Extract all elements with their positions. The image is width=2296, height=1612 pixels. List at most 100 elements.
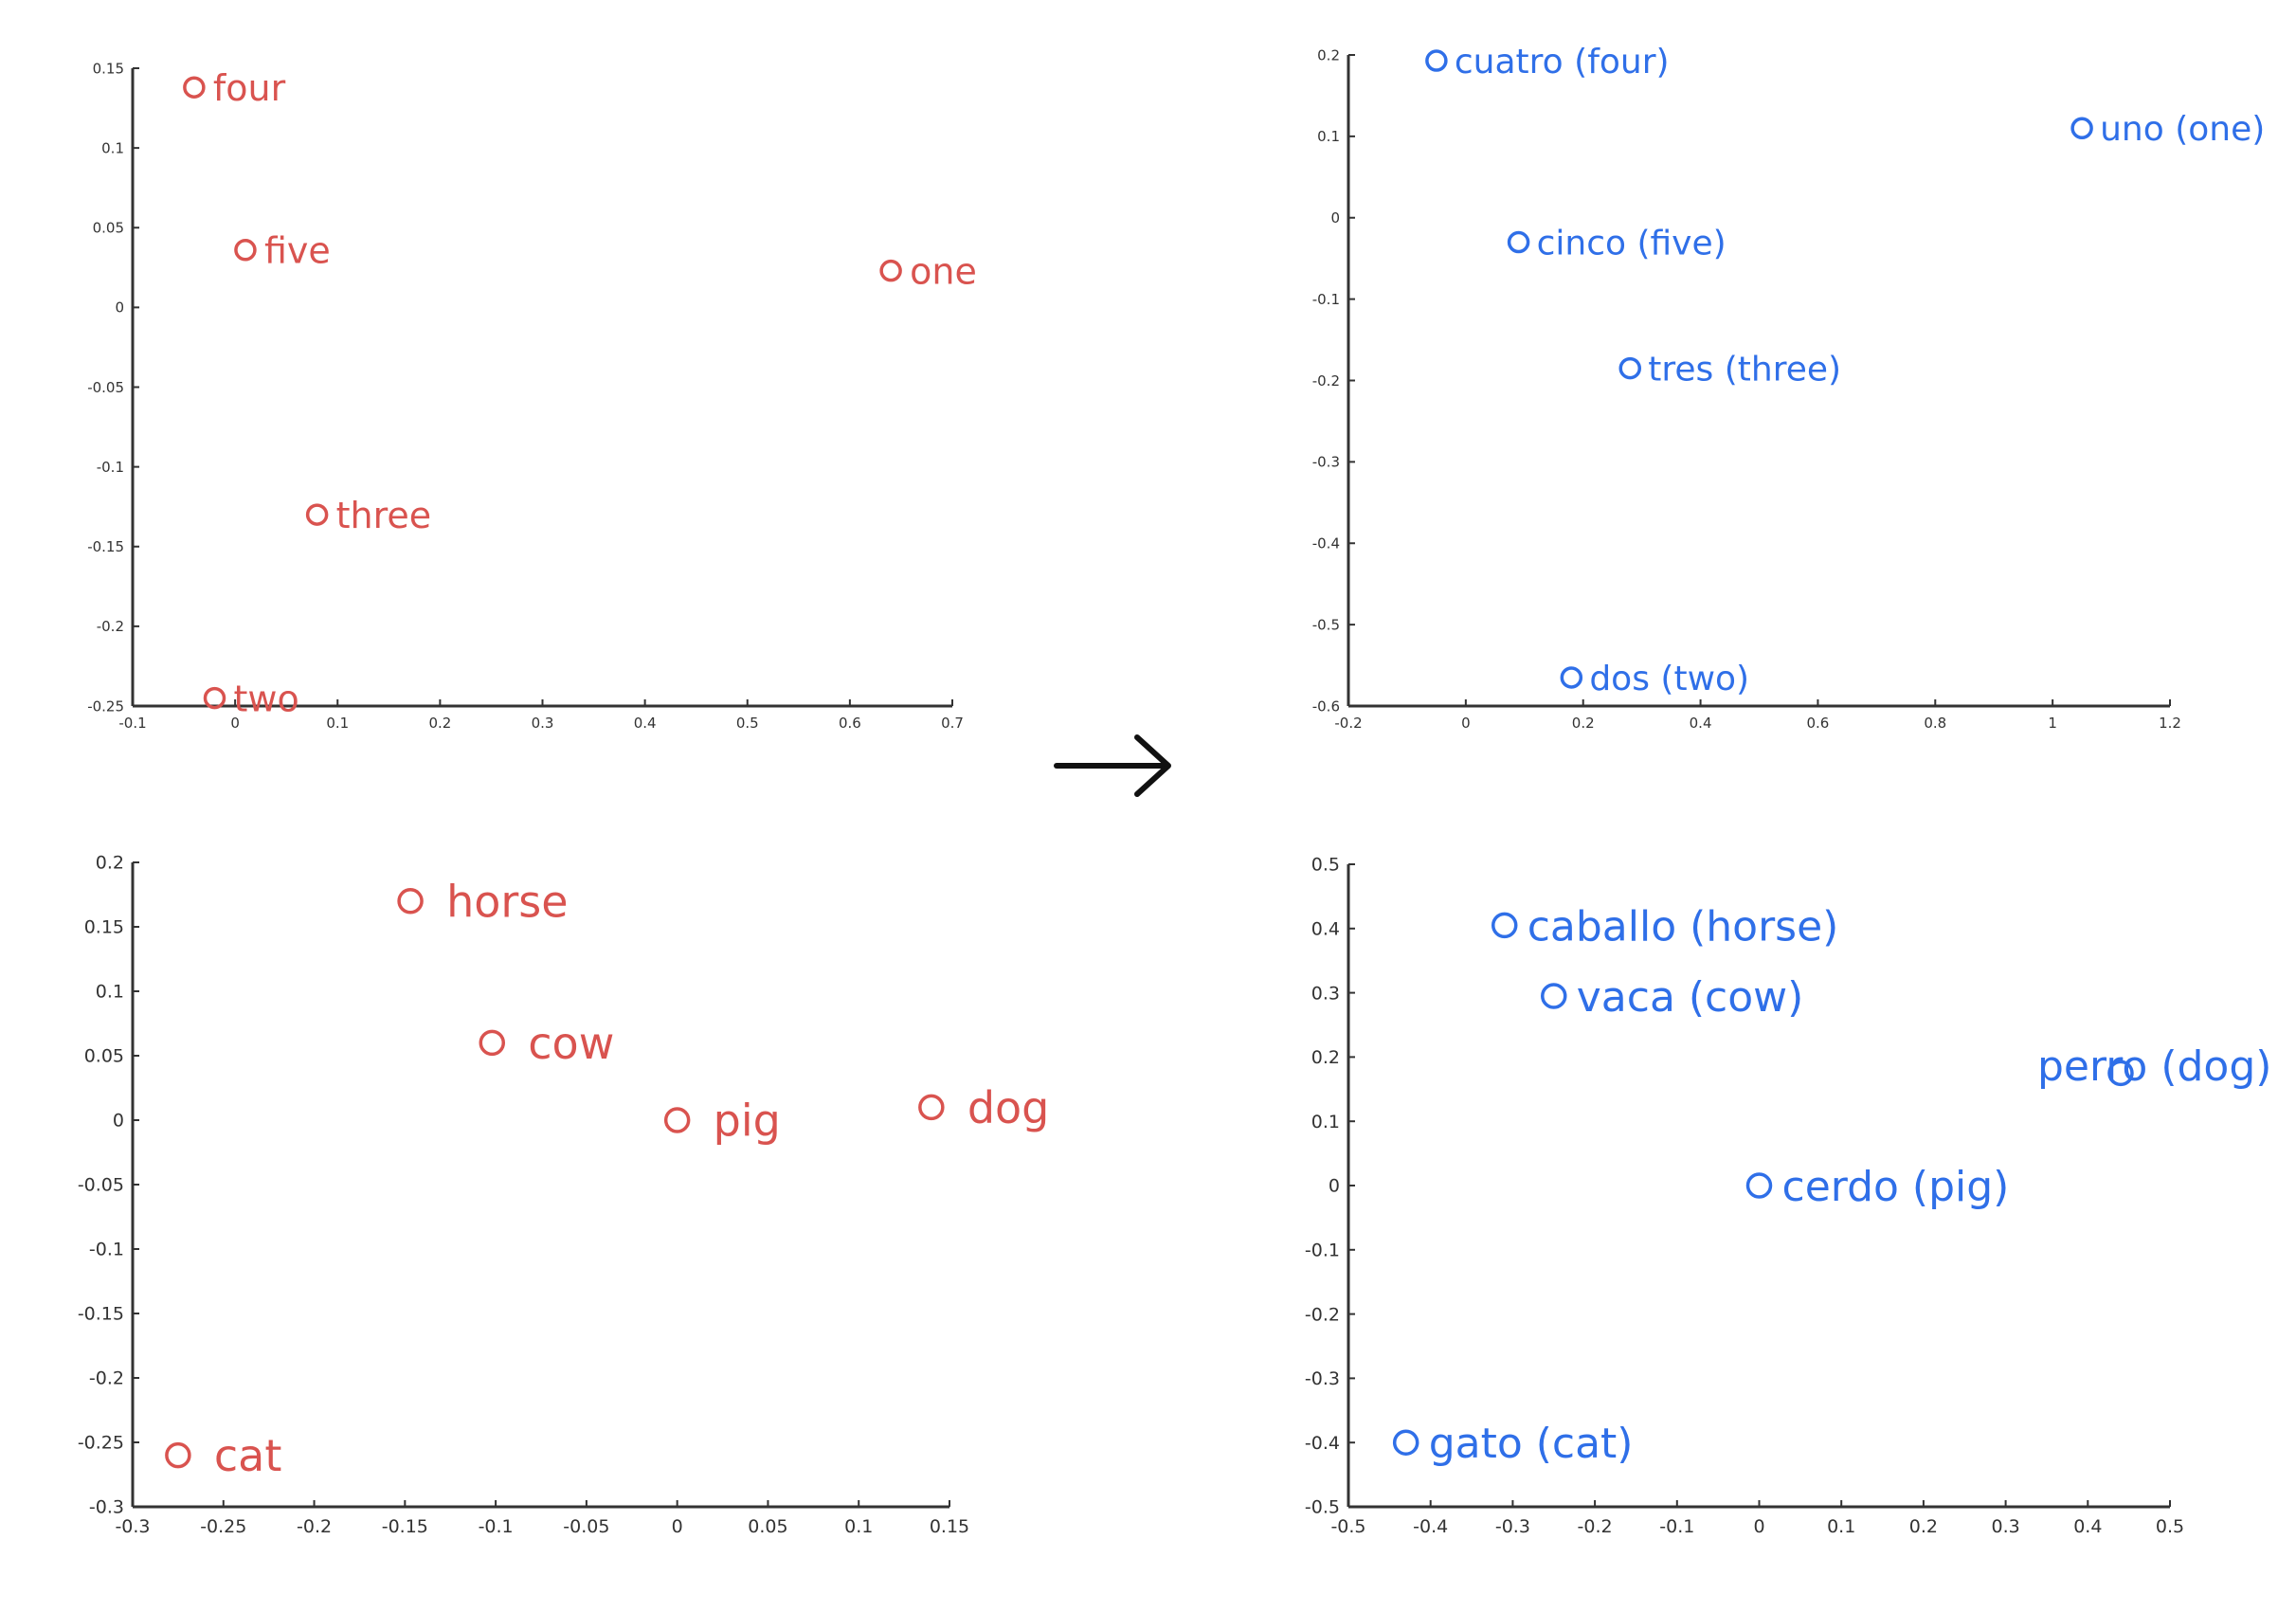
point-five bbox=[234, 239, 257, 262]
y-tick-label: 0.1 bbox=[1317, 128, 1340, 145]
point-uno-one bbox=[2070, 117, 2093, 140]
x-tick-label: 0.1 bbox=[326, 715, 349, 732]
x-tick-label: 0.7 bbox=[941, 715, 964, 732]
y-tick-label: -0.15 bbox=[78, 1304, 124, 1325]
y-tick-label: 0 bbox=[115, 299, 124, 317]
y-tick-label: 0.1 bbox=[96, 982, 124, 1003]
y-tick-label: 0 bbox=[1329, 1176, 1340, 1197]
point-label-cuatro-four: cuatro (four) bbox=[1455, 43, 1670, 82]
point-four bbox=[183, 76, 206, 99]
point-dog bbox=[918, 1094, 945, 1121]
point-tres-three bbox=[1618, 356, 1642, 380]
point-vaca-cow bbox=[1541, 983, 1567, 1009]
point-dos-two bbox=[1560, 666, 1583, 689]
y-tick-label: 0.4 bbox=[1311, 918, 1340, 939]
point-label-cow: cow bbox=[528, 1018, 614, 1069]
x-tick-label: 0.2 bbox=[1572, 715, 1595, 732]
x-tick-label: 0.1 bbox=[1827, 1516, 1855, 1537]
x-tick-label: -0.2 bbox=[1334, 715, 1362, 732]
x-tick-label: -0.25 bbox=[200, 1516, 246, 1537]
english-animals-chart: -0.3 -0.25 -0.2 -0.15 -0.1 -0.05 0 0.05 0.1 0.15 -… bbox=[78, 853, 1050, 1537]
point-label-uno-one: uno (one) bbox=[2100, 110, 2265, 149]
y-tick-label: -0.2 bbox=[1305, 1304, 1340, 1325]
x-tick-label: 0 bbox=[230, 715, 240, 732]
x-tick-label: 0.05 bbox=[748, 1516, 787, 1537]
y-tick-label: -0.15 bbox=[87, 538, 124, 555]
x-tick-label: 0.5 bbox=[736, 715, 759, 732]
y-tick-label: 0 bbox=[1330, 209, 1340, 226]
y-tick-label: -0.5 bbox=[1312, 616, 1340, 633]
y-tick-label: -0.2 bbox=[1312, 372, 1340, 389]
spanish-animals-chart: -0.5 -0.4 -0.3 -0.2 -0.1 0 0.1 0.2 0.3 0.4 0.5 -0.5… bbox=[1305, 855, 2272, 1537]
y-tick-label: -0.4 bbox=[1312, 535, 1340, 552]
point-label-pig: pig bbox=[714, 1096, 781, 1147]
x-tick-label: 0.2 bbox=[428, 715, 451, 732]
x-tick-label: -0.05 bbox=[563, 1516, 609, 1537]
x-tick-label: 1 bbox=[2048, 715, 2057, 732]
point-label-cinco-five: cinco (five) bbox=[1537, 224, 1727, 263]
point-cerdo-pig bbox=[1745, 1172, 1773, 1199]
y-tick-label: -0.05 bbox=[78, 1175, 124, 1196]
x-tick-label: 0.3 bbox=[532, 715, 554, 732]
spanish-numbers-chart: -0.2 0 0.2 0.4 0.6 0.8 1 1.2 -0.6 -0.5 -0.4 -0.3 -0.… bbox=[1312, 43, 2266, 732]
y-tick-label: 0.1 bbox=[101, 139, 124, 156]
point-label-caballo-horse: caballo (horse) bbox=[1528, 902, 1839, 951]
x-tick-label: -0.3 bbox=[1495, 1516, 1530, 1537]
y-tick-label: -0.2 bbox=[97, 618, 124, 635]
x-tick-label: 0 bbox=[1753, 1516, 1764, 1537]
point-gato-cat bbox=[1392, 1429, 1419, 1456]
x-tick-label: 1.2 bbox=[2159, 715, 2181, 732]
y-tick-label: -0.3 bbox=[1305, 1368, 1340, 1389]
translation-arrow: → bbox=[1054, 734, 1171, 797]
x-tick-label: -0.4 bbox=[1413, 1516, 1448, 1537]
point-label-tres-three: tres (three) bbox=[1648, 351, 1841, 389]
y-tick-label: -0.4 bbox=[1305, 1433, 1340, 1454]
point-label-gato-cat: gato (cat) bbox=[1429, 1420, 1634, 1468]
y-tick-label: -0.05 bbox=[87, 379, 124, 396]
x-tick-label: 0.4 bbox=[1690, 715, 1712, 732]
y-tick-label: -0.1 bbox=[97, 459, 124, 476]
y-tick-label: 0.05 bbox=[84, 1046, 124, 1067]
y-tick-label: -0.3 bbox=[89, 1497, 124, 1518]
point-label-vaca-cow: vaca (cow) bbox=[1577, 973, 1804, 1022]
x-tick-label: -0.2 bbox=[297, 1516, 332, 1537]
point-horse bbox=[397, 888, 424, 915]
point-label-two: two bbox=[234, 678, 299, 719]
point-label-dos-two: dos (two) bbox=[1589, 660, 1749, 698]
y-tick-label: 0.15 bbox=[93, 60, 124, 77]
point-label-five: five bbox=[264, 229, 331, 271]
x-tick-label: 0 bbox=[1461, 715, 1471, 732]
x-tick-label: 0.15 bbox=[930, 1516, 969, 1537]
point-label-three: three bbox=[336, 495, 432, 536]
point-label-four: four bbox=[213, 67, 286, 109]
y-tick-label: 0.2 bbox=[96, 853, 124, 874]
x-tick-label: -0.5 bbox=[1330, 1516, 1365, 1537]
point-label-cerdo-pig: cerdo (pig) bbox=[1782, 1163, 2010, 1211]
x-tick-label: -0.15 bbox=[382, 1516, 428, 1537]
x-tick-label: 0.1 bbox=[844, 1516, 873, 1537]
x-tick-label: 0.2 bbox=[1909, 1516, 1938, 1537]
x-tick-label: -0.1 bbox=[118, 715, 146, 732]
y-tick-label: -0.6 bbox=[1312, 697, 1340, 715]
x-tick-label: 0.4 bbox=[2073, 1516, 2102, 1537]
x-tick-label: 0.6 bbox=[839, 715, 861, 732]
point-label-cat: cat bbox=[214, 1430, 282, 1481]
x-tick-label: 0.4 bbox=[634, 715, 657, 732]
point-label-dog: dog bbox=[967, 1082, 1050, 1133]
y-tick-label: -0.3 bbox=[1312, 454, 1340, 471]
y-tick-label: -0.1 bbox=[89, 1240, 124, 1260]
x-tick-label: 0 bbox=[672, 1516, 683, 1537]
y-tick-label: 0.2 bbox=[1311, 1047, 1340, 1068]
point-perro-dog bbox=[2107, 1060, 2134, 1087]
english-numbers-chart: -0.1 0 0.1 0.2 0.3 0.4 0.5 0.6 0.7 -0.25 -0.2 -0.15… bbox=[87, 60, 977, 732]
point-caballo-horse bbox=[1491, 912, 1518, 939]
y-tick-label: 0.1 bbox=[1311, 1112, 1340, 1132]
y-tick-label: -0.1 bbox=[1305, 1240, 1340, 1260]
x-tick-label: 0.8 bbox=[1924, 715, 1946, 732]
x-tick-label: 0.6 bbox=[1806, 715, 1829, 732]
y-tick-label: -0.2 bbox=[89, 1368, 124, 1389]
x-tick-label: 0.5 bbox=[2156, 1516, 2184, 1537]
x-tick-label: -0.3 bbox=[115, 1516, 150, 1537]
x-tick-label: 0.3 bbox=[1991, 1516, 2019, 1537]
point-three bbox=[305, 503, 329, 526]
